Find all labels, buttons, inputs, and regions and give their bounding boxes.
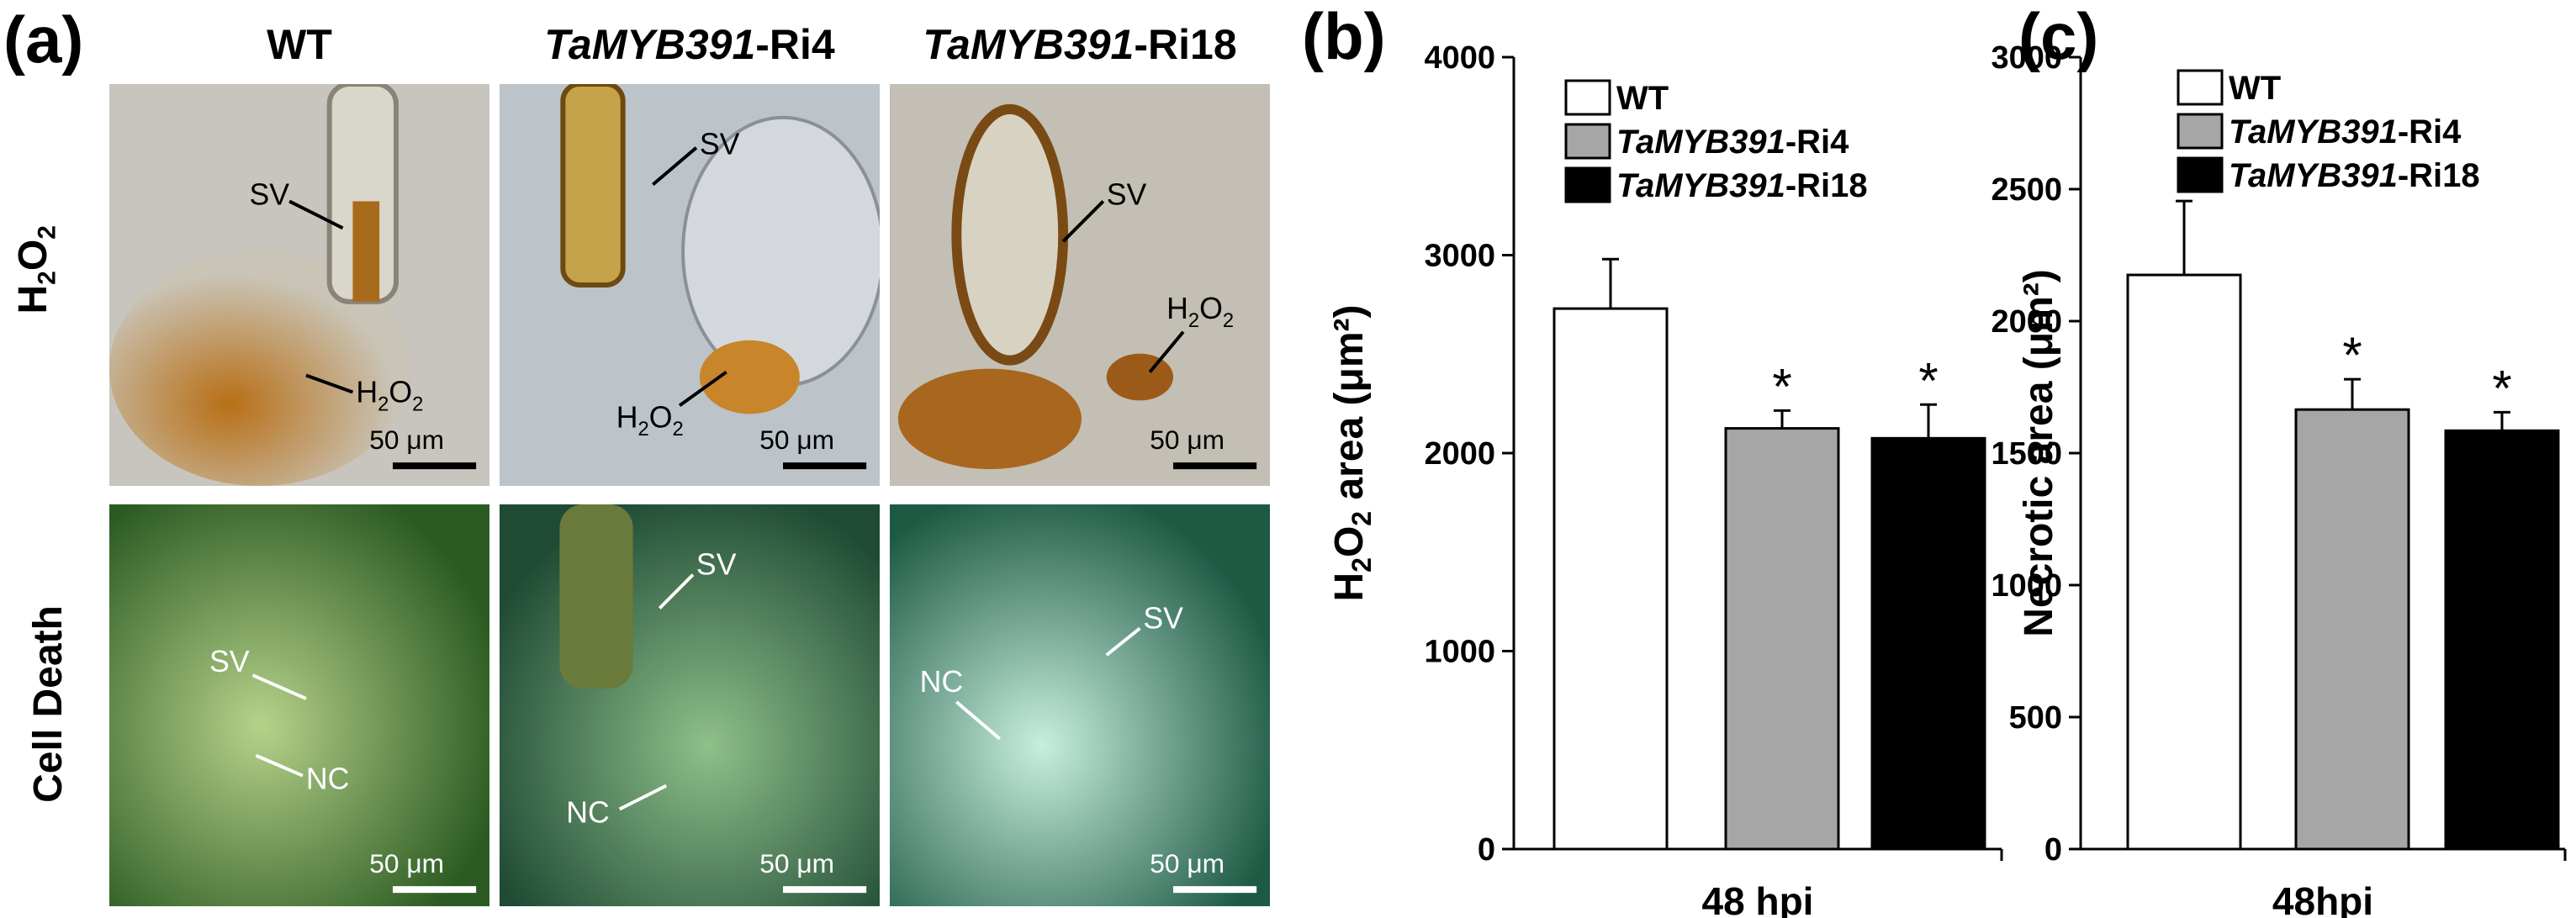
micrograph-wt-cell-death: SV NC 50 μm — [109, 504, 489, 906]
bar-c-1 — [2294, 408, 2410, 851]
sv-label-wt: SV — [250, 177, 290, 211]
y-tick-label-c-3: 1500 — [1991, 436, 2062, 472]
y-tick-label-c-1: 500 — [2009, 700, 2062, 736]
micrograph-ri4-cell-death: SV NC 50 μm — [500, 504, 880, 906]
legend-swatch-b-2 — [1564, 166, 1611, 203]
y-tick-label-c-5: 2500 — [1991, 172, 2062, 208]
bar-b-1 — [1724, 427, 1840, 851]
nc-label-ri18: NC — [920, 665, 964, 699]
legend-label-c-1: TaMYB391-Ri4 — [2229, 113, 2462, 150]
scale-label-wt-bottom: 50 μm — [369, 848, 444, 878]
column-header-ri4: TaMYB391-Ri4 — [544, 21, 835, 68]
legend-swatch-c-2 — [2177, 156, 2224, 193]
scale-label-ri4-bottom: 50 μm — [759, 848, 834, 878]
y-tick-label-c-4: 2000 — [1991, 304, 2062, 340]
y-tick-label-c-2: 1000 — [1991, 568, 2062, 604]
significance-star-b-2: * — [1918, 352, 1938, 409]
chart-c: (c) 0 500 1000 1500 2000 2500 3000 Necrotic area… — [1991, 0, 2567, 918]
sv-label-ri18: SV — [1107, 177, 1147, 211]
legend-swatch-b-1 — [1564, 123, 1611, 160]
panel-letter-b: (b) — [1302, 0, 1386, 73]
sv-label-ri4: SV — [700, 128, 740, 161]
legend-label-c-0: WT — [2229, 70, 2281, 107]
y-axis-label-b: H2O2 area (μm²) — [1327, 304, 1377, 601]
scale-label-wt-top: 50 μm — [369, 425, 444, 455]
micrograph-ri4-h2o2: SV H2O2 50 μm — [500, 84, 880, 486]
micrograph-ri18-h2o2: SV H2O2 50 μm — [890, 84, 1270, 486]
micrograph-ri18-cell-death: SV NC 50 μm — [890, 504, 1270, 906]
legend-label-b-2: TaMYB391-Ri18 — [1616, 167, 1868, 204]
nc-label-wt: NC — [306, 762, 350, 796]
legend-swatch-c-1 — [2177, 113, 2224, 150]
nc-label-ri4: NC — [566, 795, 610, 829]
y-tick-label-b-4: 4000 — [1424, 40, 1495, 76]
column-header-ri18: TaMYB391-Ri18 — [923, 21, 1237, 68]
sv-label-wt-cd: SV — [209, 645, 250, 678]
sv-label-ri18-cd: SV — [1143, 601, 1183, 635]
legend-label-b-0: WT — [1616, 80, 1669, 117]
h2o2-label-ri18: H2O2 — [1166, 292, 1234, 332]
h2o2-label-wt: H2O2 — [356, 375, 423, 415]
x-category-label-c: 48hpi — [2272, 879, 2373, 918]
y-tick-label-b-3: 3000 — [1424, 239, 1495, 274]
micrograph-wt-h2o2: SV H2O2 50 μm — [109, 84, 489, 486]
bar-c-2 — [2444, 429, 2560, 851]
sv-label-ri4-cd: SV — [696, 548, 737, 582]
scale-label-ri4-top: 50 μm — [759, 425, 834, 455]
scale-label-ri18-top: 50 μm — [1150, 425, 1225, 455]
y-tick-label-b-0: 0 — [1478, 832, 1495, 868]
scale-label-ri18-bottom: 50 μm — [1150, 848, 1225, 878]
bar-b-2 — [1870, 436, 1986, 851]
significance-star-b-1: * — [1772, 358, 1791, 414]
y-tick-label-b-1: 1000 — [1424, 635, 1495, 670]
panel-a-letter: (a) — [3, 3, 84, 76]
bar-c-0 — [2126, 273, 2242, 851]
legend-label-b-1: TaMYB391-Ri4 — [1616, 124, 1849, 161]
legend-swatch-b-0 — [1564, 79, 1611, 116]
x-category-label-b: 48 hpi — [1702, 879, 1814, 918]
y-tick-label-c-0: 0 — [2044, 832, 2062, 868]
legend-swatch-c-0 — [2177, 69, 2224, 106]
panel-letter-c: (c) — [2018, 0, 2098, 73]
legend-label-c-2: TaMYB391-Ri18 — [2229, 157, 2480, 194]
y-axis-label-c: Necrotic area (μm²) — [2017, 269, 2061, 637]
significance-star-c-1: * — [2342, 327, 2362, 383]
y-tick-label-c-6: 3000 — [1991, 40, 2062, 76]
y-tick-label-b-2: 2000 — [1424, 436, 1495, 472]
h2o2-label-ri4: H2O2 — [616, 400, 684, 441]
column-header-wt: WT — [267, 21, 332, 68]
significance-star-c-2: * — [2492, 360, 2511, 416]
chart-b: (b) 0 1000 2000 3000 4000 H2O2 area (μm²) * * 48 … — [1302, 0, 2003, 918]
bar-b-0 — [1552, 307, 1669, 851]
